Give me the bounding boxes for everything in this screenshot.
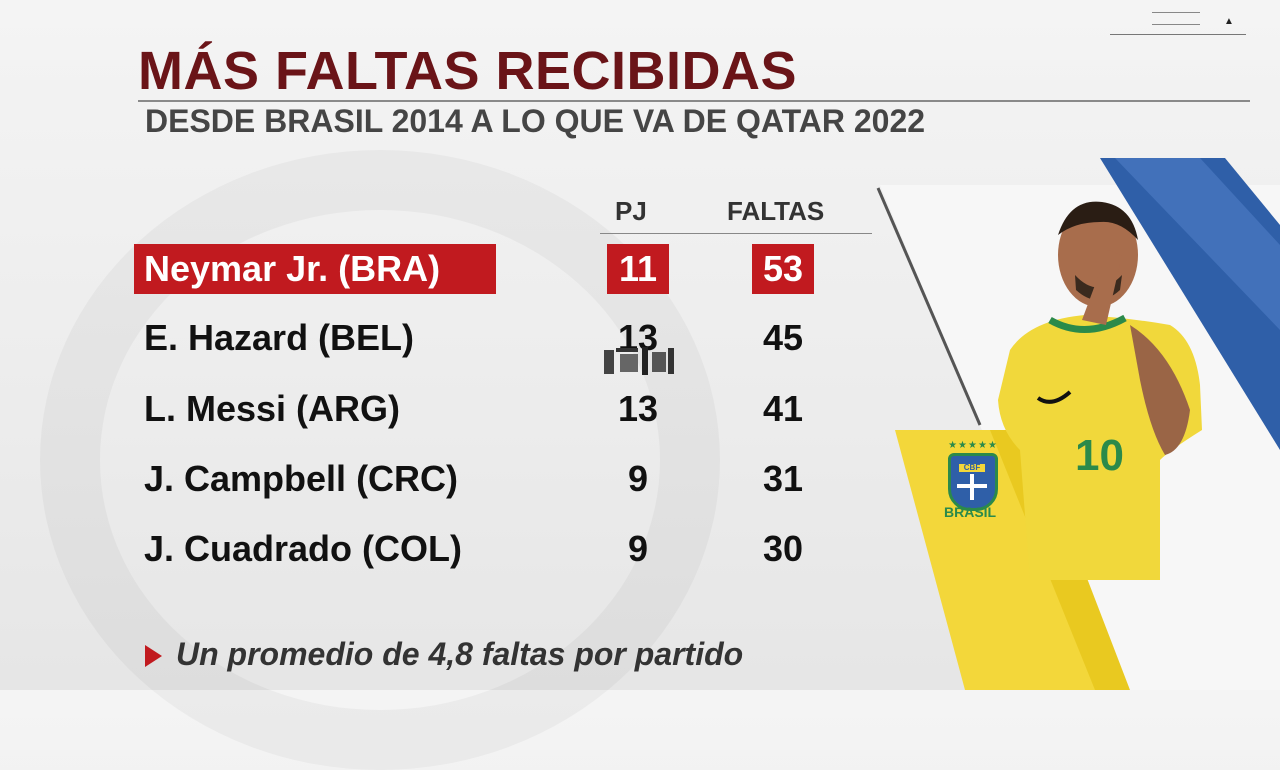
header-divider	[600, 233, 872, 234]
menu-icon-line	[1152, 12, 1200, 13]
fouls-received: 30	[762, 528, 804, 569]
table-row-hazard: E. Hazard (BEL) 13 45	[0, 313, 900, 365]
top-menu[interactable]: ▲	[1110, 10, 1250, 40]
crest-label: BRASIL	[944, 504, 997, 520]
fouls-received: 31	[762, 458, 804, 499]
player-name: Neymar Jr. (BRA)	[134, 244, 496, 294]
table-row-campbell: J. Campbell (CRC) 9 31	[0, 454, 900, 506]
caret-up-icon[interactable]: ▲	[1224, 16, 1234, 27]
fouls-received: 53	[752, 244, 814, 294]
title-divider	[138, 100, 1250, 102]
cbf-crest-icon: ★★★★★ CBF	[948, 440, 998, 511]
table-row-neymar: Neymar Jr. (BRA) 11 53	[0, 244, 900, 296]
fouls-received: 45	[762, 317, 804, 358]
swoosh-logo	[1036, 390, 1072, 404]
player-name: E. Hazard (BEL)	[144, 317, 415, 358]
games-played: 13	[617, 388, 659, 429]
column-header-faltas: FALTAS	[727, 196, 825, 226]
top-menu-rule	[1110, 34, 1246, 35]
page-title: MÁS FALTAS RECIBIDAS	[138, 41, 798, 101]
footnote: Un promedio de 4,8 faltas por partido	[176, 636, 744, 672]
table-row-cuadrado: J. Cuadrado (COL) 9 30	[0, 524, 900, 576]
games-played: 9	[627, 528, 649, 569]
video-glitch-artifact	[602, 344, 678, 378]
player-name: J. Cuadrado (COL)	[144, 528, 463, 569]
menu-icon-line	[1152, 24, 1200, 25]
column-header-pj: PJ	[615, 196, 647, 226]
fouls-received: 41	[762, 388, 804, 429]
player-name: J. Campbell (CRC)	[144, 458, 459, 499]
games-played: 11	[607, 244, 669, 294]
jersey-number: 10	[1075, 431, 1124, 480]
player-photo-panel: 10 ★★★★★ CBF BRASIL	[870, 150, 1280, 690]
page-subtitle: DESDE BRASIL 2014 A LO QUE VA DE QATAR 2…	[145, 103, 926, 139]
games-played: 9	[627, 458, 649, 499]
player-photo-illustration: 10	[876, 158, 1280, 690]
triangle-bullet-icon	[145, 645, 162, 667]
table-row-messi: L. Messi (ARG) 13 41	[0, 384, 900, 436]
player-name: L. Messi (ARG)	[144, 388, 401, 429]
